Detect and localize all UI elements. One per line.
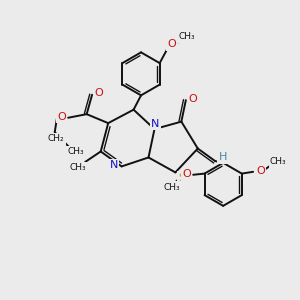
Text: O: O	[94, 88, 103, 98]
Text: S: S	[178, 173, 185, 183]
Text: O: O	[57, 112, 66, 122]
Text: N: N	[151, 119, 159, 129]
Text: O: O	[256, 166, 265, 176]
Text: CH₃: CH₃	[67, 147, 84, 156]
Text: CH₃: CH₃	[179, 32, 195, 41]
Text: O: O	[168, 39, 177, 49]
Text: O: O	[182, 169, 191, 179]
Text: CH₂: CH₂	[48, 134, 64, 143]
Text: CH₃: CH₃	[270, 157, 286, 166]
Text: H: H	[218, 152, 227, 163]
Text: N: N	[110, 160, 118, 170]
Text: CH₃: CH₃	[69, 163, 86, 172]
Text: O: O	[188, 94, 197, 103]
Text: CH₃: CH₃	[164, 182, 181, 191]
